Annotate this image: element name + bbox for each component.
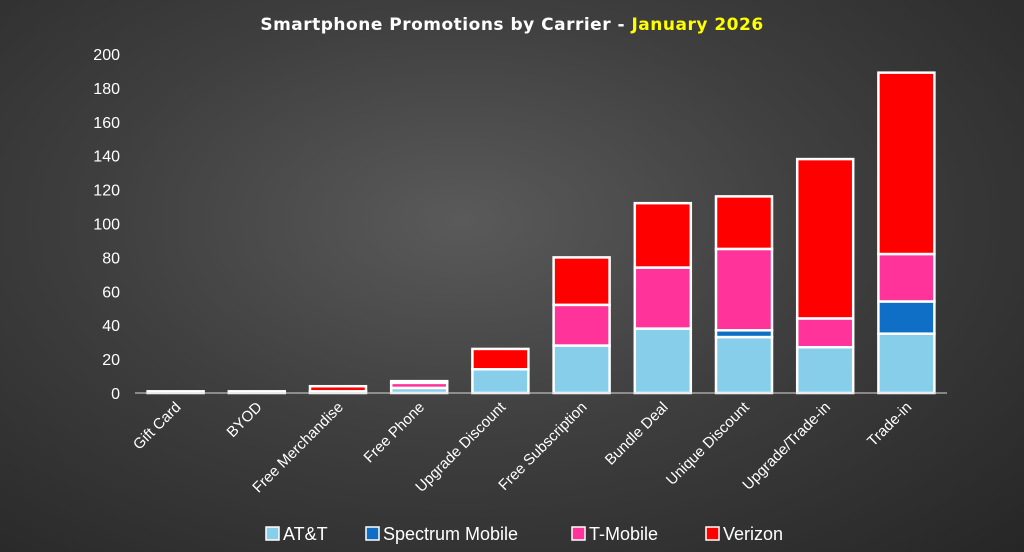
y-tick-label-140: 140	[93, 149, 120, 166]
legend-label-spectrum-mobile: Spectrum Mobile	[383, 524, 518, 544]
y-tick-label-100: 100	[93, 217, 120, 234]
bar-upgrade-trade-in-at-t	[795, 345, 855, 395]
bar-unique-discount-verizon	[714, 195, 774, 251]
x-tick-label-free-merchandise: Free Merchandise	[249, 399, 347, 497]
y-axis: 0 20 40 60 80 100 120 140 160 180 200	[93, 47, 120, 403]
bar-bundle-deal-t-mobile	[633, 266, 693, 330]
y-tick-label-60: 60	[102, 284, 120, 301]
bar-upgrade-trade-in-t-mobile	[795, 317, 855, 349]
x-tick-label-byod: BYOD	[224, 399, 266, 441]
bar-upgrade-discount-verizon	[471, 347, 530, 371]
legend-swatch-spectrum-mobile	[365, 526, 380, 541]
x-tick-label-gift-card: Gift Card	[130, 399, 184, 453]
bar-upgrade-trade-in-verizon	[795, 157, 855, 320]
y-tick-label-200: 200	[93, 47, 120, 64]
chart-title: Smartphone Promotions by Carrier - Janua…	[260, 15, 763, 35]
x-tick-label-upgrade-trade-in: Upgrade/Trade-in	[739, 399, 834, 494]
y-tick-label-120: 120	[93, 183, 120, 200]
legend-label-at-t: AT&T	[283, 524, 328, 544]
bar-free-subscription-t-mobile	[552, 303, 611, 347]
y-tick-label-0: 0	[111, 386, 120, 403]
y-tick-label-20: 20	[102, 352, 120, 369]
bar-bundle-deal-verizon	[633, 201, 693, 269]
legend-label-verizon: Verizon	[723, 524, 783, 544]
x-tick-label-unique-discount: Unique Discount	[663, 398, 753, 488]
x-tick-label-bundle-deal: Bundle Deal	[602, 399, 672, 469]
x-tick-label-free-phone: Free Phone	[361, 399, 428, 466]
legend-label-t-mobile: T-Mobile	[589, 524, 658, 544]
y-tick-label-40: 40	[102, 318, 120, 335]
y-tick-label-80: 80	[102, 250, 120, 267]
chart-title-date: January 2026	[630, 15, 763, 35]
bar-upgrade-discount-at-t	[471, 368, 530, 395]
plot-area	[146, 71, 936, 395]
bar-free-subscription-verizon	[552, 256, 611, 307]
bar-trade-in-spectrum-mobile	[877, 300, 936, 335]
legend-swatch-at-t	[265, 526, 280, 541]
bar-bundle-deal-at-t	[633, 327, 693, 395]
bar-unique-discount-at-t	[714, 335, 774, 395]
bar-free-subscription-at-t	[552, 344, 611, 395]
chart-title-text: Smartphone Promotions by Carrier -	[260, 15, 631, 35]
x-tick-label-free-subscription: Free Subscription	[495, 399, 590, 494]
legend: AT&T Spectrum Mobile T-Mobile Verizon	[265, 524, 783, 544]
bar-trade-in-t-mobile	[877, 252, 936, 303]
bar-unique-discount-t-mobile	[714, 247, 774, 332]
bar-trade-in-verizon	[877, 71, 936, 256]
legend-swatch-verizon	[705, 526, 720, 541]
bar-trade-in-at-t	[877, 332, 936, 395]
x-tick-label-trade-in: Trade-in	[864, 399, 915, 450]
y-tick-label-160: 160	[93, 115, 120, 132]
y-tick-label-180: 180	[93, 81, 120, 98]
bar-free-phone-verizon	[389, 379, 449, 385]
bar-free-merchandise-verizon	[308, 384, 368, 393]
legend-swatch-t-mobile	[571, 526, 586, 541]
